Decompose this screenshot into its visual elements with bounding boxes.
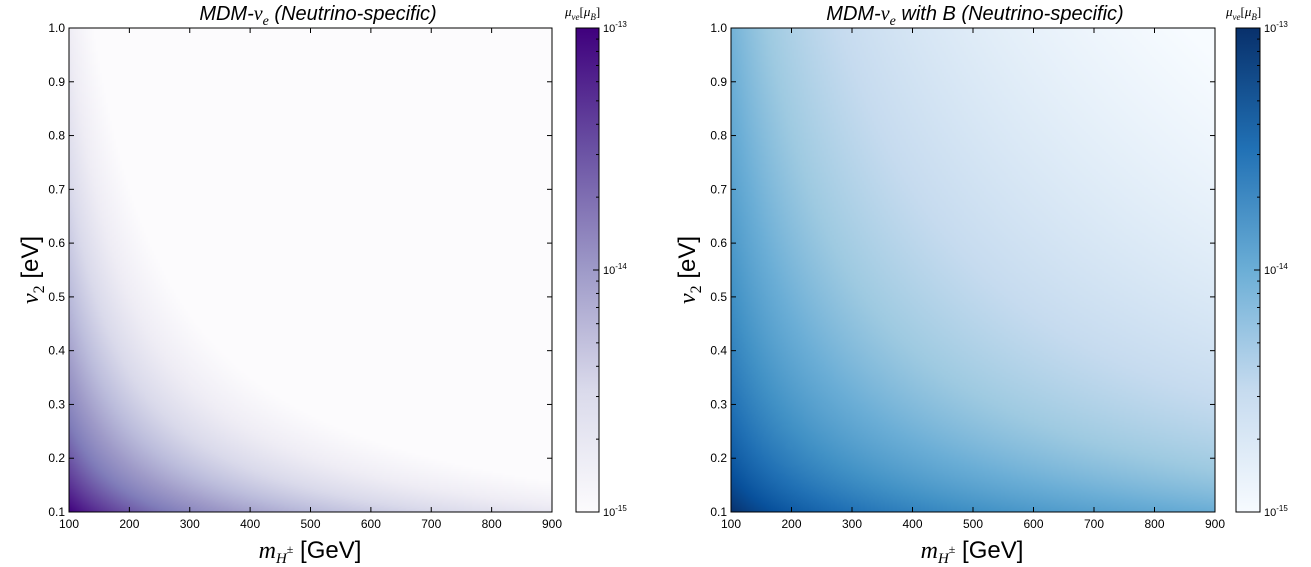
x-tick-label: 100 xyxy=(721,517,741,531)
y-tick-label: 0.2 xyxy=(710,451,727,465)
heatmap-image-left xyxy=(69,28,552,512)
x-tick-label: 400 xyxy=(902,517,922,531)
y-tick-label: 0.1 xyxy=(710,505,727,519)
x-tick-label: 800 xyxy=(482,517,502,531)
colorbar-tick-label: 10-13 xyxy=(603,20,627,35)
y-tick-label: 0.1 xyxy=(48,505,65,519)
y-axis-label-left: v2 [eV] xyxy=(17,236,48,304)
x-axis-label-left: mH± [GeV] xyxy=(259,537,362,567)
chart-left: 100 200 300 400 500 600 700 800 900 0.1 0.2 0.3 0.4… xyxy=(17,3,627,567)
colorbar-tick-label: 10-15 xyxy=(1264,504,1288,519)
x-tick-label: 700 xyxy=(421,517,441,531)
x-tick-label: 900 xyxy=(542,517,562,531)
y-tick-label: 0.3 xyxy=(710,397,727,411)
chart-title-right: MDM-νe with B (Neutrino-specific) xyxy=(826,3,1123,29)
colorbar-tick-label: 10-14 xyxy=(603,262,627,277)
colorbar-tick-label: 10-14 xyxy=(1264,262,1288,277)
y-tick-label: 0.2 xyxy=(48,451,65,465)
y-tick-label: 1.0 xyxy=(48,21,65,35)
x-tick-label: 500 xyxy=(300,517,320,531)
y-tick-label: 0.4 xyxy=(48,344,65,358)
heatmap-image-right xyxy=(731,28,1215,512)
y-tick-label: 0.3 xyxy=(48,397,65,411)
x-tick-label: 400 xyxy=(240,517,260,531)
x-ticks-right: 100 200 300 400 500 600 700 800 900 xyxy=(721,28,1225,531)
x-tick-label: 200 xyxy=(119,517,139,531)
y-tick-label: 0.4 xyxy=(710,344,727,358)
y-tick-label: 0.9 xyxy=(48,75,65,89)
chart-right: 100 200 300 400 500 600 700 800 900 0.1 0.2 0.3 0.4… xyxy=(674,3,1288,567)
y-tick-label: 0.5 xyxy=(48,290,65,304)
y-tick-label: 0.6 xyxy=(710,236,727,250)
colorbar-label-right: μνe[μB] xyxy=(1225,4,1261,22)
x-tick-label: 600 xyxy=(1023,517,1043,531)
y-ticks-right: 0.1 0.2 0.3 0.4 0.5 0.6 0.7 0.8 0.9 1.0 xyxy=(710,21,1215,519)
x-tick-label: 200 xyxy=(781,517,801,531)
y-tick-label: 0.8 xyxy=(710,129,727,143)
x-tick-label: 900 xyxy=(1205,517,1225,531)
y-ticks-left: 0.1 0.2 0.3 0.4 0.5 0.6 0.7 0.8 0.9 1.0 xyxy=(48,21,552,519)
y-tick-label: 0.7 xyxy=(710,182,727,196)
y-tick-label: 0.5 xyxy=(710,290,727,304)
y-axis-label-right: v2 [eV] xyxy=(674,236,705,304)
x-tick-label: 600 xyxy=(361,517,381,531)
x-tick-label: 300 xyxy=(180,517,200,531)
y-tick-label: 0.7 xyxy=(48,182,65,196)
y-tick-label: 0.6 xyxy=(48,236,65,250)
y-tick-label: 0.8 xyxy=(48,129,65,143)
x-tick-label: 100 xyxy=(59,517,79,531)
y-tick-label: 1.0 xyxy=(710,21,727,35)
colorbar-ticks-right: 10-15 10-14 10-13 xyxy=(1254,20,1288,519)
x-tick-label: 300 xyxy=(842,517,862,531)
x-axis-label-right: mH± [GeV] xyxy=(921,537,1024,567)
x-tick-label: 700 xyxy=(1084,517,1104,531)
colorbar-tick-label: 10-15 xyxy=(603,504,627,519)
colorbar-ticks-left: 10-15 10-14 10-13 xyxy=(593,20,627,519)
chart-title-left: MDM-νe (Neutrino-specific) xyxy=(199,3,436,29)
x-tick-label: 800 xyxy=(1144,517,1164,531)
y-tick-label: 0.9 xyxy=(710,75,727,89)
colorbar-label-left: μνe[μB] xyxy=(564,4,600,22)
x-tick-label: 500 xyxy=(963,517,983,531)
colorbar-tick-label: 10-13 xyxy=(1264,20,1288,35)
x-ticks-left: 100 200 300 400 500 600 700 800 900 xyxy=(59,28,562,531)
